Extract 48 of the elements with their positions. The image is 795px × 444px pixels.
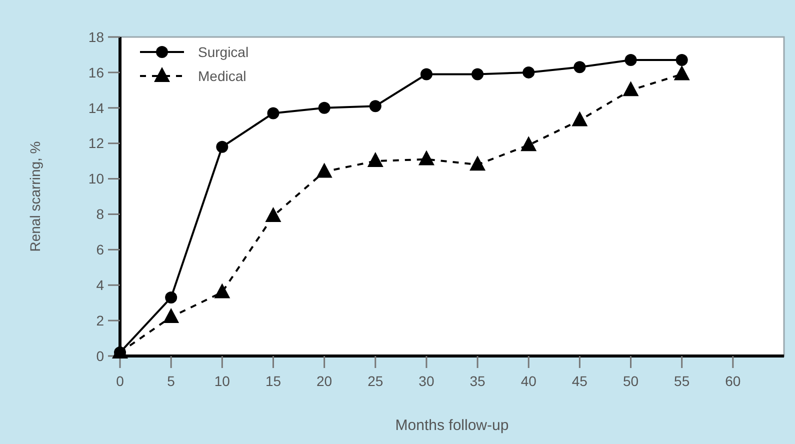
point (316, 162, 332, 178)
x-tick-label: 10 (214, 373, 230, 389)
point (470, 156, 486, 171)
x-tick-label: 40 (520, 373, 537, 389)
y-tick-label: 16 (88, 64, 104, 80)
point (420, 68, 432, 80)
x-tick-label: 15 (265, 373, 282, 389)
y-tick-label: 4 (96, 277, 104, 294)
point (520, 136, 537, 152)
y-tick-label: 12 (88, 135, 104, 152)
point (216, 140, 228, 153)
y-tick-label: 6 (96, 242, 104, 258)
x-tick-label: 0 (116, 373, 124, 389)
y-tick-label: 2 (96, 312, 104, 328)
legend-label: Surgical (198, 44, 249, 60)
point (369, 100, 382, 112)
point (214, 283, 230, 298)
x-tick-label: 50 (622, 373, 639, 389)
legend-label: Medical (198, 68, 246, 84)
y-tick-label: 14 (88, 100, 104, 116)
x-tick-label: 45 (572, 373, 588, 389)
y-tick-label: 18 (88, 28, 104, 45)
point (472, 68, 484, 80)
point (318, 102, 330, 114)
point (163, 308, 180, 324)
point (265, 206, 282, 222)
y-tick-label: 8 (96, 206, 104, 222)
point (622, 81, 639, 96)
y-tick-label: 10 (88, 170, 104, 187)
point (624, 54, 637, 66)
x-tick-label: 20 (316, 373, 332, 389)
y-tick-label: 0 (96, 348, 104, 364)
y-axis-title: Renal scarring, % (27, 141, 43, 252)
x-tick-label: 25 (368, 373, 384, 389)
point (367, 152, 384, 168)
x-axis-title: Months follow-up (395, 417, 509, 434)
point (676, 54, 688, 66)
x-tick-label: 5 (167, 373, 176, 389)
point (574, 61, 586, 74)
x-tick-label: 55 (674, 373, 690, 389)
point (572, 111, 588, 126)
x-tick-label: 35 (470, 373, 486, 389)
point (674, 65, 690, 80)
point (418, 150, 434, 166)
x-tick-label: 60 (725, 373, 741, 389)
point (267, 107, 280, 120)
x-tick-label: 30 (418, 373, 434, 389)
point (522, 66, 535, 78)
